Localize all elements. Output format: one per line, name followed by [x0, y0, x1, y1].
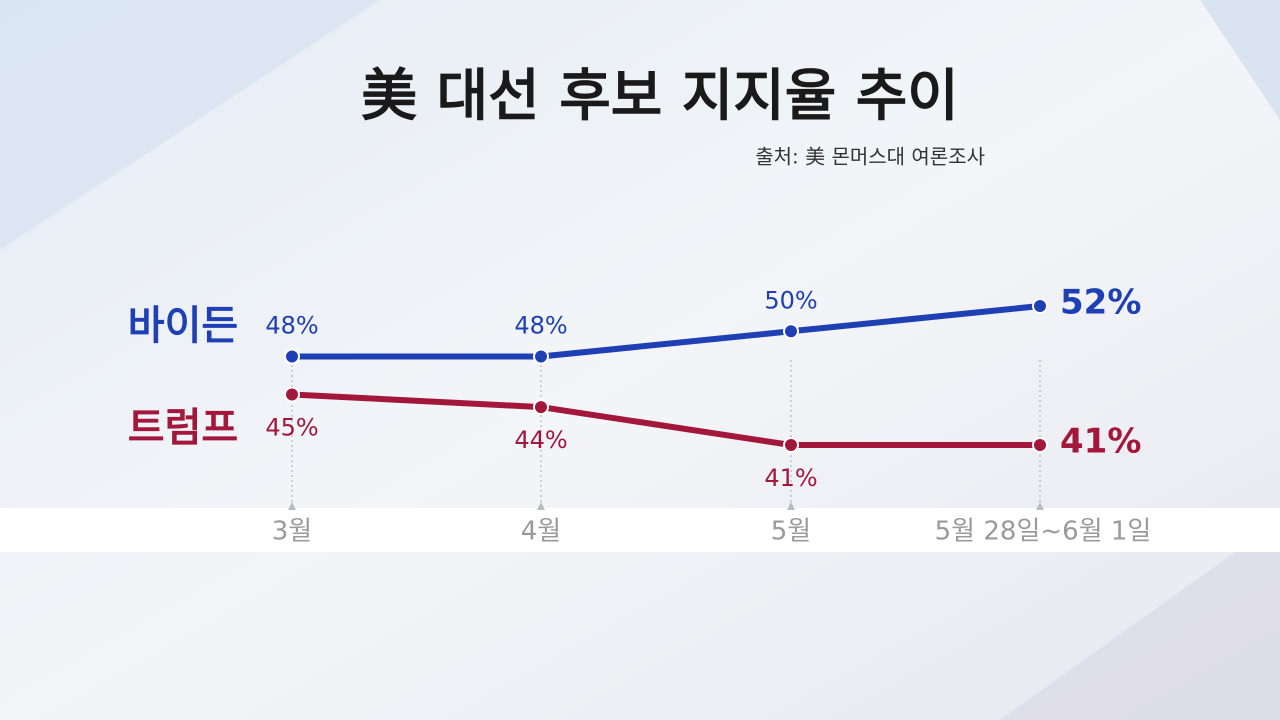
data-point	[533, 348, 549, 365]
x-tick-label: 3월	[272, 517, 312, 547]
legend-label: 바이든	[128, 303, 238, 349]
x-tick-label: 5월	[771, 517, 811, 547]
bg-shape	[0, 0, 380, 250]
value-label: 48%	[514, 312, 567, 340]
value-label: 41%	[764, 464, 817, 492]
value-label: 45%	[265, 413, 318, 441]
value-label: 48%	[265, 312, 318, 340]
data-point	[533, 399, 549, 416]
bg-shape	[1000, 520, 1280, 720]
bg-shape	[1200, 0, 1280, 120]
value-label: 44%	[514, 426, 567, 454]
data-point	[783, 323, 799, 340]
value-label: 52%	[1060, 283, 1141, 323]
tick-marker	[537, 502, 545, 510]
tick-marker	[787, 502, 795, 510]
data-point	[783, 437, 799, 453]
tick-marker	[288, 502, 296, 510]
chart-title: 美 대선 후보 지지율 추이	[361, 64, 959, 129]
tick-marker	[1036, 502, 1044, 510]
data-point	[1032, 298, 1048, 314]
x-axis-band	[0, 508, 1280, 552]
data-point	[284, 386, 300, 403]
plot: 3월 4월 5월 5월 28일~6월 1일 바이든 48% 48% 50% 52% 트럼프 45% 4…	[128, 283, 1152, 547]
x-tick-label: 5월 28일~6월 1일	[935, 517, 1152, 547]
value-label: 50%	[764, 286, 817, 314]
legend-label: 트럼프	[128, 405, 238, 451]
series-line	[292, 303, 1041, 360]
value-label: 41%	[1060, 422, 1141, 462]
data-point	[284, 348, 300, 365]
data-point	[1032, 437, 1048, 453]
x-tick-label: 4월	[521, 517, 561, 547]
chart-subtitle: 출처: 美 몬머스대 여론조사	[755, 145, 985, 169]
series-line	[291, 391, 1040, 448]
